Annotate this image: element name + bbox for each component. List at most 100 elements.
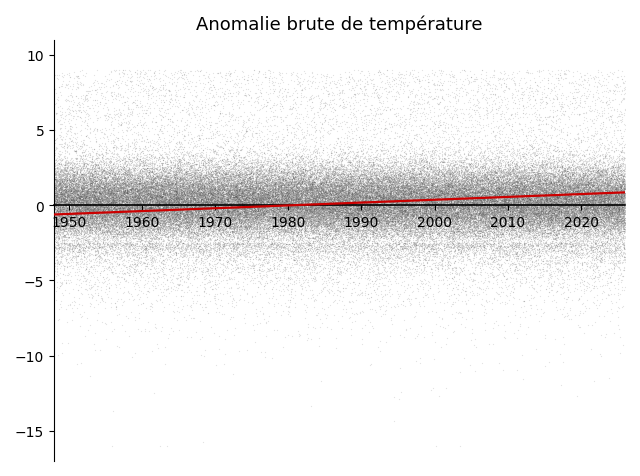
- Point: [339, 264, 349, 272]
- Point: [179, 218, 189, 226]
- Point: [83, 206, 93, 214]
- Point: [108, 159, 118, 167]
- Point: [328, 187, 339, 195]
- Point: [363, 93, 373, 100]
- Point: [538, 195, 548, 203]
- Point: [194, 180, 204, 188]
- Point: [539, 211, 549, 219]
- Point: [307, 185, 317, 193]
- Point: [323, 222, 333, 229]
- Point: [596, 179, 606, 187]
- Point: [235, 202, 245, 209]
- Point: [471, 195, 481, 202]
- Point: [307, 214, 317, 221]
- Point: [552, 194, 563, 202]
- Point: [122, 175, 132, 183]
- Point: [488, 189, 499, 197]
- Point: [501, 205, 511, 213]
- Point: [156, 205, 166, 212]
- Point: [393, 201, 403, 209]
- Point: [459, 174, 469, 181]
- Point: [557, 165, 567, 172]
- Point: [289, 178, 300, 185]
- Point: [79, 207, 90, 214]
- Point: [174, 198, 184, 206]
- Point: [70, 195, 81, 202]
- Point: [505, 212, 515, 220]
- Point: [561, 195, 572, 202]
- Point: [555, 224, 565, 232]
- Point: [150, 170, 160, 178]
- Point: [455, 208, 465, 215]
- Point: [225, 224, 235, 232]
- Point: [369, 175, 379, 182]
- Point: [244, 176, 255, 184]
- Point: [350, 203, 360, 210]
- Point: [106, 187, 116, 195]
- Point: [316, 196, 326, 204]
- Point: [481, 180, 492, 188]
- Point: [600, 208, 610, 216]
- Point: [289, 196, 299, 204]
- Point: [529, 171, 540, 179]
- Point: [586, 144, 596, 152]
- Point: [51, 198, 61, 206]
- Point: [527, 218, 537, 225]
- Point: [175, 196, 185, 204]
- Point: [86, 162, 97, 169]
- Point: [292, 80, 303, 88]
- Point: [551, 232, 561, 239]
- Point: [221, 183, 231, 191]
- Point: [360, 196, 371, 204]
- Point: [598, 208, 608, 216]
- Point: [51, 174, 61, 181]
- Point: [245, 210, 255, 218]
- Point: [366, 182, 376, 190]
- Point: [445, 260, 456, 268]
- Point: [442, 163, 452, 170]
- Point: [481, 172, 491, 180]
- Point: [248, 191, 258, 199]
- Point: [170, 185, 180, 193]
- Point: [609, 177, 619, 185]
- Point: [478, 242, 488, 249]
- Point: [120, 192, 130, 199]
- Point: [209, 175, 220, 183]
- Point: [129, 211, 140, 219]
- Point: [53, 201, 63, 209]
- Point: [530, 216, 540, 223]
- Point: [388, 184, 398, 192]
- Point: [600, 186, 610, 194]
- Point: [140, 200, 150, 208]
- Point: [62, 183, 72, 191]
- Point: [129, 178, 140, 185]
- Point: [356, 245, 366, 252]
- Point: [195, 201, 205, 208]
- Point: [477, 229, 488, 237]
- Point: [166, 210, 176, 218]
- Point: [268, 187, 278, 194]
- Point: [606, 206, 616, 213]
- Point: [309, 184, 319, 192]
- Point: [136, 171, 147, 178]
- Point: [444, 211, 454, 219]
- Point: [220, 198, 230, 206]
- Point: [439, 173, 449, 180]
- Point: [150, 174, 160, 181]
- Point: [222, 198, 232, 205]
- Point: [579, 206, 589, 214]
- Point: [305, 152, 316, 159]
- Point: [400, 185, 410, 192]
- Point: [438, 87, 448, 95]
- Point: [440, 195, 450, 203]
- Point: [207, 199, 218, 207]
- Point: [417, 187, 428, 194]
- Point: [452, 197, 463, 204]
- Point: [529, 230, 540, 238]
- Point: [582, 176, 592, 184]
- Point: [575, 203, 585, 210]
- Point: [419, 201, 429, 208]
- Point: [252, 184, 262, 192]
- Point: [141, 183, 152, 190]
- Point: [606, 215, 616, 223]
